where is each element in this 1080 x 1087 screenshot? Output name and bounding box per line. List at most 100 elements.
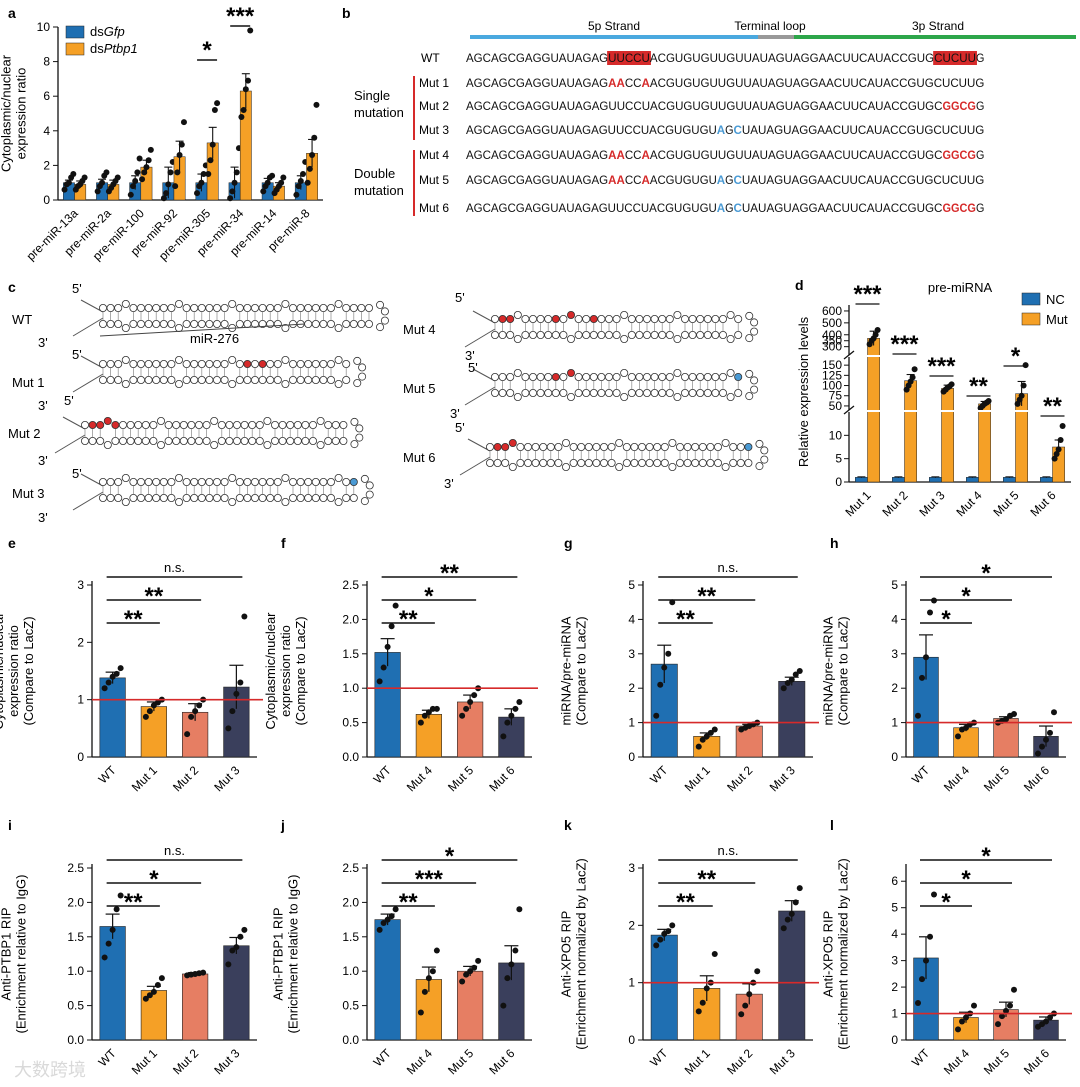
nucleotide (498, 330, 507, 339)
data-point (512, 705, 519, 712)
nucleotide (635, 388, 644, 397)
data-point (504, 975, 511, 982)
nucleotide (349, 319, 358, 328)
data-point (154, 981, 161, 988)
nucleotide (326, 303, 335, 312)
nucleotide (319, 303, 328, 312)
nucleotide (630, 458, 639, 467)
nucleotide (719, 330, 728, 339)
nucleotide (281, 473, 290, 482)
nucleotide (521, 388, 530, 397)
nucleotide (235, 359, 244, 368)
significance-label: * (445, 843, 455, 870)
bar (1003, 477, 1016, 483)
data-point (695, 743, 702, 750)
nucleotide (559, 372, 568, 381)
three-prime-label: 3' (38, 453, 48, 468)
legend-label-prefix: ds (90, 41, 104, 56)
y-tick-label: 3 (628, 647, 635, 661)
seq-fragment: AGCAGCGAGGUAUAGAGUUCCUACGUGUGU (466, 123, 717, 137)
data-point (931, 891, 937, 898)
seq-fragment: G (976, 99, 984, 113)
y-axis-label: (Enrichment normalized by LacZ) (836, 858, 851, 1049)
nucleotide (326, 319, 335, 328)
nucleotide (513, 310, 522, 319)
panel-label-i: i (8, 817, 12, 833)
y-tick-label: 1 (77, 693, 84, 707)
nucleotide (627, 314, 636, 323)
nucleotide (567, 392, 576, 401)
nucleotide (501, 442, 510, 451)
nucleotide (498, 314, 507, 323)
data-point (70, 171, 77, 178)
nucleotide (360, 497, 369, 506)
nucleotide (220, 493, 229, 502)
nucleotide (235, 477, 244, 486)
nucleotide (126, 420, 135, 429)
seq-fragment: G (725, 201, 733, 215)
x-tick-label: Mut 1 (129, 1046, 160, 1077)
nucleotide (205, 359, 214, 368)
nucleotide (197, 493, 206, 502)
data-point (909, 374, 916, 381)
nucleotide (106, 375, 115, 384)
nucleotide (243, 477, 252, 486)
nucleotide (187, 436, 196, 445)
data-point (295, 183, 302, 190)
y-tick-label: 1.0 (342, 964, 359, 978)
y-axis-label: (Compare to LacZ) (21, 616, 36, 725)
nucleotide (182, 303, 191, 312)
nucleotide (205, 477, 214, 486)
nucleotide (589, 388, 598, 397)
data-point (233, 169, 240, 176)
y-tick-label: 6 (43, 89, 50, 103)
significance-label: * (981, 843, 991, 870)
data-point (388, 913, 395, 920)
hairpin-structure (464, 368, 759, 406)
nucleotide (660, 458, 669, 467)
significance-label: *** (927, 353, 956, 380)
data-point (109, 926, 116, 933)
seq-fragment: CC (625, 76, 642, 90)
data-point (388, 623, 395, 630)
bar (1040, 477, 1053, 483)
bar (1015, 393, 1028, 483)
nucleotide (141, 420, 150, 429)
hairpin-structure (72, 473, 374, 511)
nucleotide (270, 436, 279, 445)
nucleotide (673, 334, 682, 343)
nucleotide (263, 440, 272, 449)
data-point (229, 188, 236, 195)
data-point (500, 1002, 507, 1009)
data-point (293, 191, 300, 198)
nucleotide (334, 299, 343, 308)
nucleotide (536, 372, 545, 381)
nucleotide (750, 385, 759, 394)
nucleotide (152, 375, 161, 384)
data-point (746, 991, 753, 998)
nucleotide (589, 372, 598, 381)
data-point (242, 86, 249, 93)
nucleotide (559, 388, 568, 397)
nucleotide (172, 420, 181, 429)
data-point (995, 1021, 1001, 1028)
three-prime-label: 3' (38, 398, 48, 413)
nucleotide (141, 436, 150, 445)
nucleotide (144, 493, 153, 502)
nucleotide (319, 375, 328, 384)
data-point (516, 698, 523, 705)
nucleotide (745, 392, 754, 401)
y-axis-label: Anti-PTBP1 RIP (0, 907, 14, 1000)
bar-break (866, 410, 881, 412)
nucleotide (726, 368, 735, 377)
nucleotide (364, 319, 373, 328)
y-tick-label: 75 (829, 389, 843, 403)
nucleotide (660, 442, 669, 451)
nucleotide (529, 388, 538, 397)
data-point (209, 141, 216, 148)
y-tick-label: 300 (822, 340, 842, 354)
nucleotide (167, 303, 176, 312)
nucleotide (296, 359, 305, 368)
data-point (703, 985, 710, 992)
